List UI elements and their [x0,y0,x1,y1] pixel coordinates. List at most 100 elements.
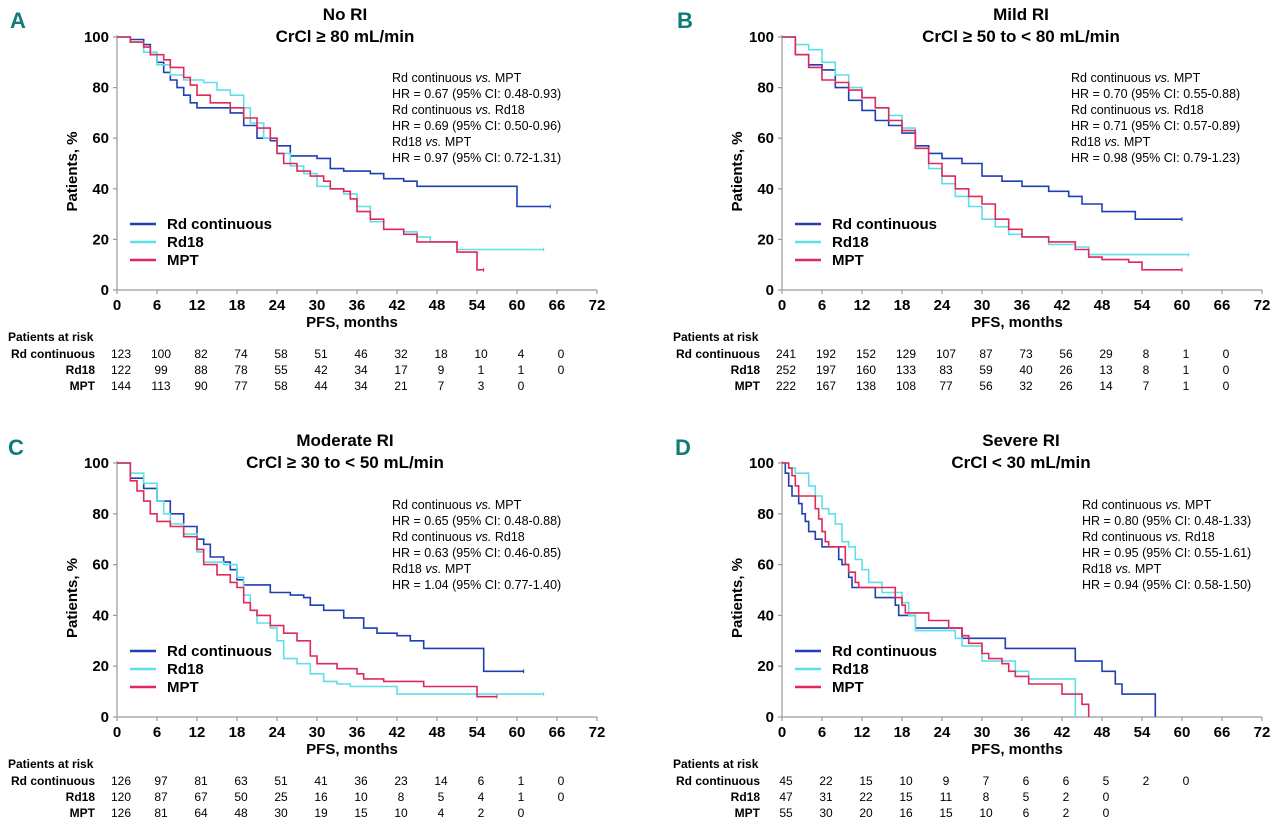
comparison-vs: vs. [475,103,491,117]
hr-comparison: Rd continuous vs. MPT [392,498,522,512]
x-tick-label: 66 [549,724,566,741]
y-tick-label: 40 [757,607,774,624]
comparison-group-a: Rd continuous [392,103,475,117]
x-tick-label: 12 [189,724,206,741]
risk-count: 32 [394,347,408,361]
risk-count: 21 [394,379,408,393]
x-tick-label: 12 [189,297,206,314]
risk-count: 51 [314,347,328,361]
hr-comparison: Rd18 vs. MPT [1082,562,1162,576]
risk-count: 7 [438,379,445,393]
hr-comparison: Rd continuous vs. Rd18 [392,530,525,544]
legend-label: Rd18 [832,661,869,678]
curve-mpt [117,36,484,271]
hr-comparison: Rd continuous vs. MPT [1071,71,1201,85]
risk-count: 56 [979,379,993,393]
x-tick-label: 36 [349,297,366,314]
risk-count: 100 [151,347,171,361]
risk-count: 2 [478,806,485,820]
risk-count: 16 [314,790,328,804]
risk-count: 133 [896,363,916,377]
risk-count: 192 [816,347,836,361]
risk-count: 1 [518,790,525,804]
risk-count: 77 [939,379,953,393]
x-tick-label: 6 [818,297,826,314]
y-tick-label: 0 [766,282,774,299]
comparison-group-b: MPT [1170,71,1200,85]
risk-row-label: MPT [735,379,761,393]
chart-subtitle: CrCl < 30 mL/min [951,453,1090,472]
risk-count: 81 [194,774,208,788]
y-tick-label: 20 [92,658,109,675]
risk-count: 32 [1019,379,1033,393]
x-tick-label: 36 [349,724,366,741]
risk-count: 30 [274,806,288,820]
risk-count: 17 [394,363,408,377]
legend-label: Rd continuous [832,216,937,233]
risk-count: 126 [111,806,131,820]
y-tick-label: 100 [84,455,109,472]
x-axis-label: PFS, months [306,314,398,331]
risk-count: 55 [274,363,288,377]
risk-row-label: MPT [735,806,761,820]
x-tick-label: 60 [509,297,526,314]
x-tick-label: 18 [229,724,246,741]
risk-count: 77 [234,379,248,393]
hr-value: HR = 0.71 (95% CI: 0.57-0.89) [1071,119,1240,133]
x-tick-label: 6 [818,724,826,741]
y-tick-label: 0 [101,709,109,726]
risk-count: 0 [518,806,525,820]
x-tick-label: 30 [974,297,991,314]
risk-count: 2 [1143,774,1150,788]
y-tick-label: 80 [757,506,774,523]
risk-count: 6 [1023,774,1030,788]
x-tick-label: 36 [1014,724,1031,741]
risk-count: 9 [943,774,950,788]
risk-count: 9 [438,363,445,377]
comparison-group-a: Rd18 [392,562,425,576]
legend-label: MPT [167,252,199,269]
y-tick-label: 80 [92,80,109,97]
chart-title: Mild RI [993,5,1049,24]
risk-count: 8 [1143,363,1150,377]
risk-count: 26 [1059,379,1073,393]
y-tick-label: 80 [757,80,774,97]
risk-count: 241 [776,347,796,361]
chart-subtitle: CrCl ≥ 30 to < 50 mL/min [246,453,444,472]
y-axis-label: Patients, % [729,558,746,638]
hr-comparison: Rd18 vs. MPT [392,562,472,576]
x-tick-label: 72 [589,724,606,741]
comparison-group-a: Rd continuous [1071,103,1154,117]
risk-row-label: Rd continuous [676,774,760,788]
comparison-group-b: MPT [1131,562,1161,576]
risk-count: 87 [979,347,993,361]
risk-count: 15 [899,790,913,804]
risk-count: 47 [779,790,793,804]
y-tick-label: 100 [749,29,774,46]
comparison-group-b: MPT [491,498,521,512]
curve-mpt [782,36,1182,271]
risk-table-header: Patients at risk [673,757,759,771]
risk-count: 0 [1223,379,1230,393]
risk-count: 22 [819,774,833,788]
risk-count: 31 [819,790,833,804]
hr-value: HR = 0.95 (95% CI: 0.55-1.61) [1082,546,1251,560]
x-tick-label: 18 [229,297,246,314]
x-tick-label: 66 [549,297,566,314]
risk-count: 34 [354,379,368,393]
x-tick-label: 0 [778,724,786,741]
risk-count: 90 [194,379,208,393]
x-tick-label: 66 [1214,297,1231,314]
x-tick-label: 24 [934,297,951,314]
x-tick-label: 54 [469,724,486,741]
x-tick-label: 54 [1134,724,1151,741]
x-tick-label: 60 [509,724,526,741]
risk-count: 0 [518,379,525,393]
y-tick-label: 60 [92,557,109,574]
comparison-vs: vs. [1165,498,1181,512]
x-tick-label: 18 [894,724,911,741]
risk-row-label: Rd continuous [11,774,95,788]
risk-count: 252 [776,363,796,377]
x-tick-label: 42 [1054,297,1071,314]
